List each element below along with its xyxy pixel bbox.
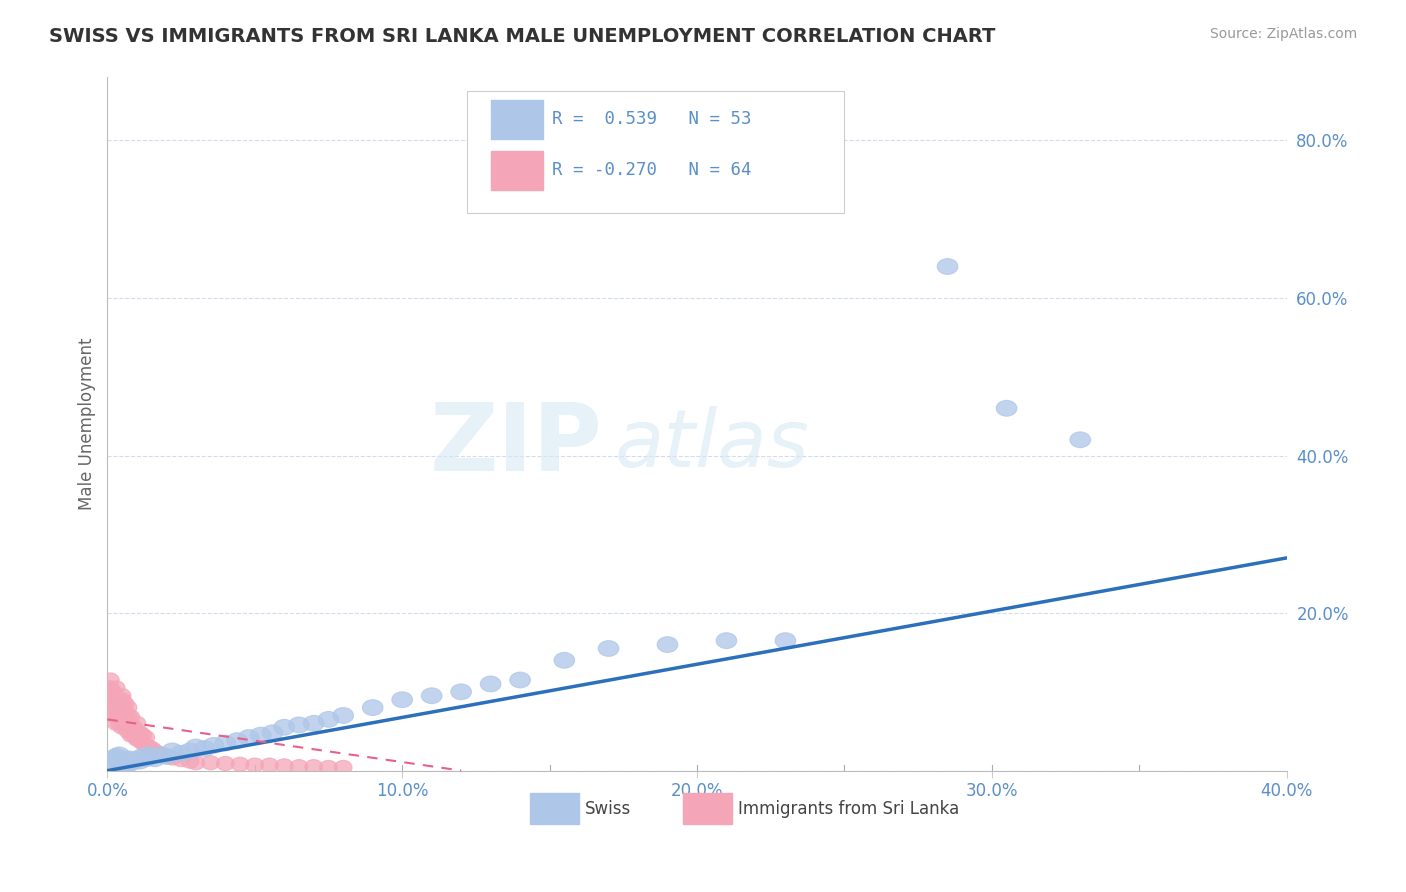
Text: R = -0.270   N = 64: R = -0.270 N = 64: [553, 161, 751, 178]
Text: Immigrants from Sri Lanka: Immigrants from Sri Lanka: [738, 800, 959, 818]
Text: atlas: atlas: [614, 406, 810, 483]
Text: ZIP: ZIP: [430, 399, 603, 491]
FancyBboxPatch shape: [467, 91, 845, 212]
FancyBboxPatch shape: [491, 151, 543, 190]
FancyBboxPatch shape: [683, 794, 733, 824]
FancyBboxPatch shape: [530, 794, 579, 824]
FancyBboxPatch shape: [491, 100, 543, 139]
Text: Swiss: Swiss: [585, 800, 631, 818]
Y-axis label: Male Unemployment: Male Unemployment: [79, 338, 96, 510]
Text: SWISS VS IMMIGRANTS FROM SRI LANKA MALE UNEMPLOYMENT CORRELATION CHART: SWISS VS IMMIGRANTS FROM SRI LANKA MALE …: [49, 27, 995, 45]
Text: R =  0.539   N = 53: R = 0.539 N = 53: [553, 110, 751, 128]
Text: Source: ZipAtlas.com: Source: ZipAtlas.com: [1209, 27, 1357, 41]
